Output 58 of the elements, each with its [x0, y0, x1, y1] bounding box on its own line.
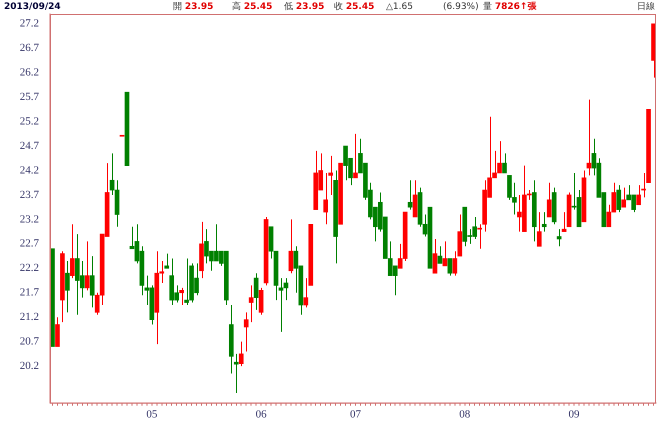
candlestick [432, 238, 438, 274]
candlestick [179, 287, 184, 306]
candlestick [442, 240, 448, 266]
y-tick-label: 24.2 [20, 164, 39, 176]
y-tick-label: 24.7 [20, 140, 40, 152]
candlestick [616, 184, 622, 213]
candlestick [254, 272, 258, 310]
candlestick [408, 180, 412, 210]
text: △1.65 [386, 1, 413, 13]
candlestick [84, 240, 90, 291]
y-tick-label: 20.2 [20, 360, 39, 372]
y-tick-label: 22.2 [20, 262, 39, 274]
candlestick [546, 182, 552, 218]
y-tick-label: 26.2 [20, 66, 39, 79]
y-tick-label: 20.7 [20, 336, 40, 348]
candlestick [353, 133, 358, 178]
y-tick-label: 21.7 [20, 286, 40, 299]
text: 2013/09/24 [4, 1, 61, 13]
x-tick-label: 05 [146, 408, 158, 420]
candlestick [556, 228, 562, 247]
candlestick [438, 246, 442, 264]
candlestick [502, 152, 507, 174]
candlestick [288, 218, 294, 274]
y-tick-label: 23.2 [20, 213, 39, 226]
x-tick-label: 07 [350, 408, 362, 420]
y-tick-label: 25.2 [20, 115, 39, 128]
text: 開 23.95 [173, 1, 214, 13]
text: 低 23.95 [284, 1, 324, 13]
candlestick [238, 341, 244, 367]
candlestick [70, 224, 75, 279]
text: (6.93%) [443, 1, 479, 13]
candlestick [164, 253, 170, 269]
candlestick [65, 260, 70, 313]
candlestick [248, 284, 254, 323]
y-tick-label: 27.2 [20, 18, 39, 30]
y-tick-label: 26.7 [20, 42, 40, 54]
text: 收 25.45 [334, 1, 374, 13]
candlestick [536, 212, 542, 247]
candlestick [244, 312, 249, 352]
candlestick [258, 287, 264, 316]
candlestick [542, 212, 547, 232]
y-tick-label: 25.7 [20, 91, 40, 104]
candlestick [90, 256, 95, 308]
x-tick-label: 06 [256, 408, 268, 420]
candlestick [234, 353, 239, 394]
candlestick [586, 99, 592, 176]
x-tick-label: 08 [459, 408, 471, 420]
text: 量 7826↑張 [483, 1, 536, 13]
text: 高 25.45 [232, 1, 272, 13]
text: 日線 [637, 1, 655, 13]
y-tick-label: 23.7 [20, 188, 40, 201]
y-tick-label: 22.7 [20, 238, 40, 250]
candlestick [448, 258, 452, 276]
candlestick [55, 316, 60, 348]
y-tick-label: 21.2 [20, 311, 39, 324]
candlestick [621, 187, 626, 208]
candlestick [412, 180, 418, 218]
x-tick-label: 09 [568, 408, 580, 420]
